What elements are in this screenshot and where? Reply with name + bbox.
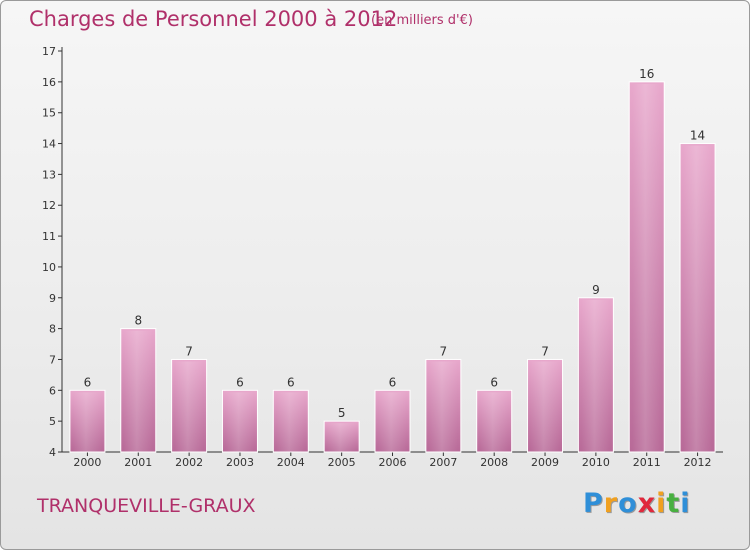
- logo-letter: r: [603, 488, 619, 519]
- x-tick-label: 2003: [226, 456, 254, 469]
- data-label: 7: [440, 344, 448, 358]
- y-tick-label: 17: [42, 45, 56, 58]
- bar-highlight: [174, 361, 204, 452]
- y-tick-label: 10: [42, 261, 56, 274]
- bar-highlight: [683, 145, 713, 453]
- x-tick-label: 2012: [684, 456, 712, 469]
- y-tick-label: 6: [49, 384, 56, 397]
- logo-letter: i: [656, 488, 667, 519]
- data-label: 7: [185, 344, 193, 358]
- bar-highlight: [276, 392, 306, 452]
- chart-title: Charges de Personnel 2000 à 2012: [29, 7, 397, 31]
- data-label: 9: [592, 283, 600, 297]
- y-tick-label: 12: [42, 199, 56, 212]
- bar-highlight: [530, 361, 560, 452]
- data-label: 8: [134, 314, 142, 328]
- data-label: 6: [490, 375, 498, 389]
- bar-highlight: [123, 330, 153, 452]
- x-tick-label: 2009: [531, 456, 559, 469]
- y-tick-label: 11: [42, 230, 56, 243]
- x-tick-label: 2004: [277, 456, 305, 469]
- data-label: 6: [389, 375, 397, 389]
- data-label: 5: [338, 406, 346, 420]
- x-tick-label: 2007: [429, 456, 457, 469]
- bar-highlight: [225, 392, 255, 452]
- y-tick-label: 14: [42, 138, 56, 151]
- bars: [69, 81, 716, 453]
- data-label: 7: [541, 344, 549, 358]
- bar-highlight: [327, 423, 357, 452]
- x-tick-label: 2000: [73, 456, 101, 469]
- x-tick-label: 2006: [379, 456, 407, 469]
- y-tick-label: 15: [42, 107, 56, 120]
- bar-highlight: [479, 392, 509, 452]
- x-tick-label: 2010: [582, 456, 610, 469]
- y-tick-label: 5: [49, 415, 56, 428]
- data-label: 6: [236, 375, 244, 389]
- chart-subtitle: (en milliers d'€): [371, 13, 473, 28]
- x-tick-label: 2005: [328, 456, 356, 469]
- x-tick-label: 2011: [633, 456, 661, 469]
- logo-letter: t: [666, 488, 681, 519]
- chart-title-text: Charges de Personnel 2000 à 2012: [29, 7, 398, 31]
- x-tick-label: 2008: [480, 456, 508, 469]
- data-label: 6: [287, 375, 295, 389]
- logo-letter: P: [583, 488, 604, 519]
- x-tick-label: 2002: [175, 456, 203, 469]
- y-tick-label: 9: [49, 292, 56, 305]
- y-tick-label: 13: [42, 168, 56, 181]
- bar-highlight: [632, 83, 662, 452]
- logo-letter: o: [618, 488, 638, 519]
- data-label: 14: [690, 129, 705, 143]
- logo-letter: x: [637, 488, 657, 519]
- commune-name: TRANQUEVILLE-GRAUX: [37, 495, 256, 517]
- data-labels: 6 8 7 6 6 5 6 7 6 7 9 16 14: [84, 67, 706, 420]
- bar-highlight: [428, 361, 458, 452]
- y-tick-label: 8: [49, 323, 56, 336]
- y-tick-label: 4: [49, 446, 56, 459]
- proxiti-logo: Proxiti: [583, 488, 691, 519]
- x-tick-label: 2001: [124, 456, 152, 469]
- logo-letter: i: [680, 488, 691, 519]
- y-tick-label: 7: [49, 353, 56, 366]
- data-label: 16: [639, 67, 654, 81]
- axes: 4 5 6 7 8 9 10 11 12 13 14 15 16 17 2000 2001 2002 2003 20…: [42, 45, 723, 469]
- y-tick-label: 16: [42, 76, 56, 89]
- bar-highlight: [581, 299, 611, 452]
- bar-highlight: [72, 392, 102, 452]
- bar-highlight: [378, 392, 407, 452]
- data-label: 6: [84, 375, 92, 389]
